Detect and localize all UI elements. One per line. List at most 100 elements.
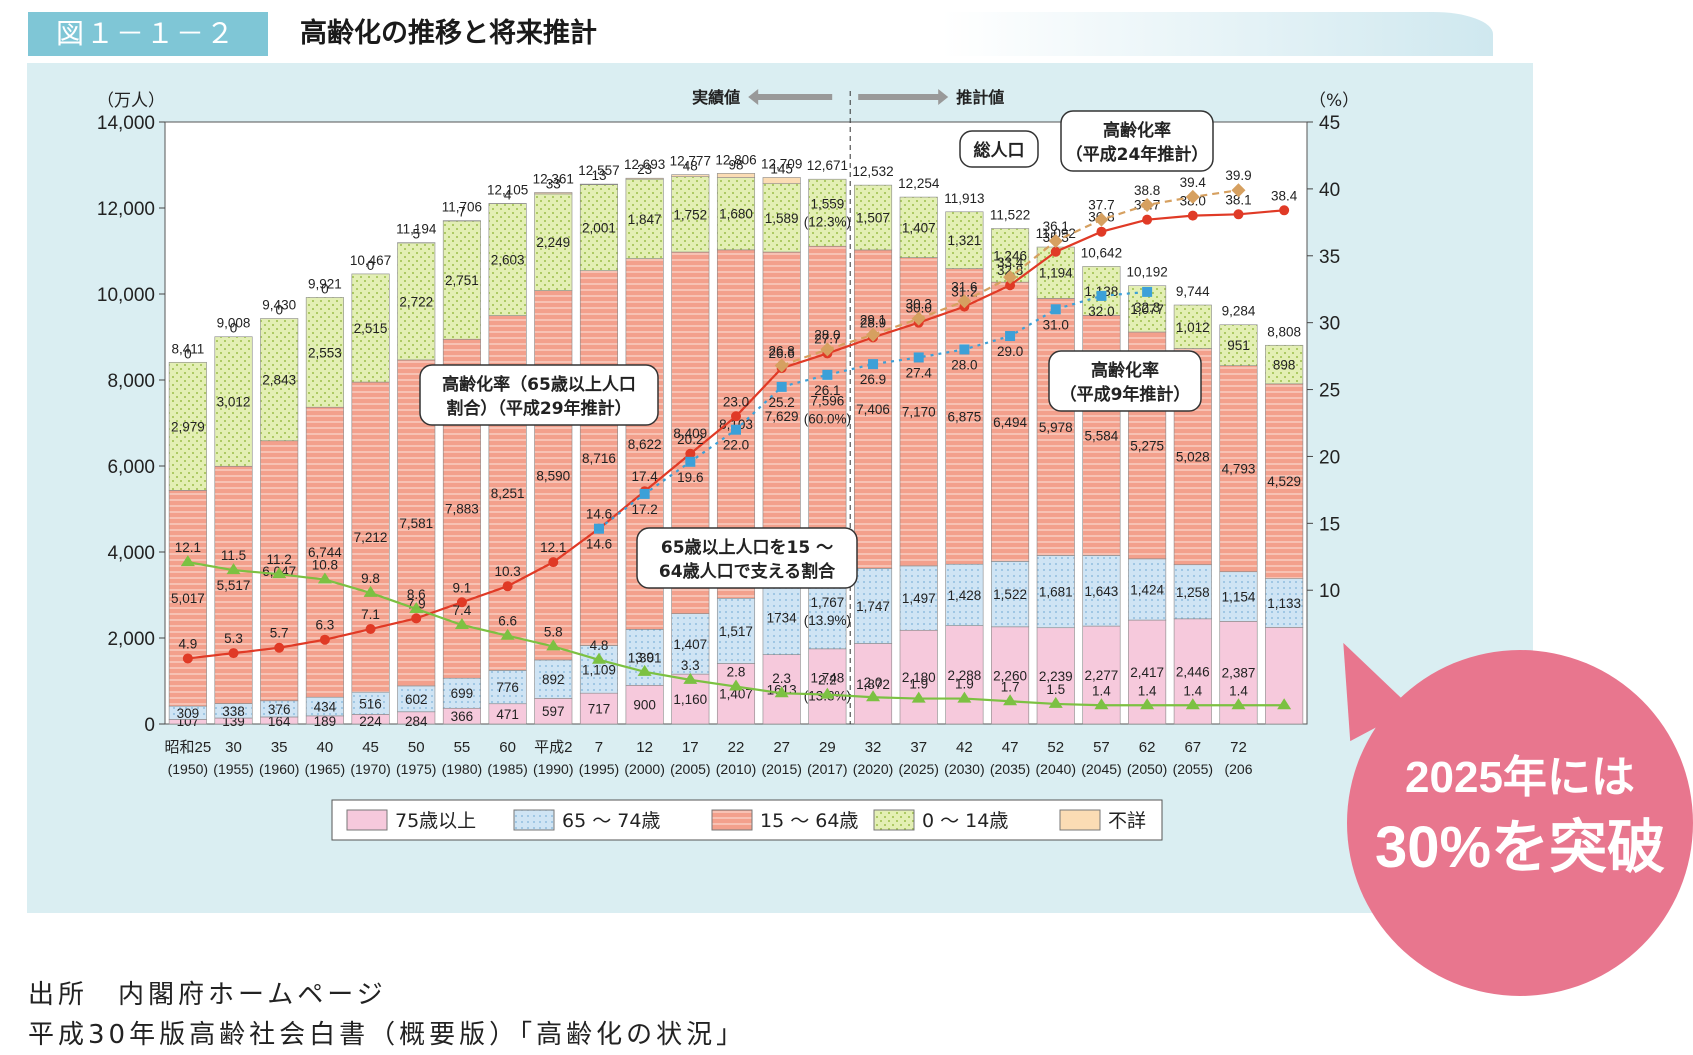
x-year-label: (2000) [624,761,664,777]
support-ratio-label: 1.4 [1092,683,1111,698]
population-chart: 0 2,000 4,000 6,000 8,000 10,000 12,000 14,000 1… [97,88,1359,841]
bar-65-74-label: 1,643 [1085,584,1119,599]
rate-1997-label: 26.9 [860,372,886,387]
bar-65-74 [716,597,756,664]
source-line-1: 出所 内閣府ホームページ [28,980,387,1010]
x-category-label: 50 [408,739,425,756]
rate-2017-point [274,642,285,653]
rate-2017-point [1187,210,1198,221]
bar-0-14-label: 1,847 [628,212,662,227]
bar-0-14-label: 1,012 [1176,320,1210,335]
rate-2012-label: 36.1 [1043,219,1069,234]
support-ratio-point [454,618,469,630]
rate-2017-point [502,581,513,592]
bar-0-14-label: (12.3%) [804,215,851,230]
bar-15-64-label: 5,978 [1039,420,1073,435]
legend-swatch [711,809,753,831]
rate-1997-label: 25.2 [769,395,795,410]
rate-1997-label: 31.0 [1043,317,1069,332]
support-ratio-point [317,572,332,584]
bar-75plus-label: 2,260 [993,668,1027,683]
bar-0-14-label: 1,752 [673,207,707,222]
rate-1997-bubble [1048,350,1202,412]
actual-label: 実績値 [692,88,740,107]
total-label: 12,693 [624,157,665,172]
rate-1997-label: 32.3 [1134,300,1160,315]
bar-unknown [579,183,618,185]
bar-15-64-label: 5,584 [1085,428,1119,443]
bar-0-14 [260,318,299,442]
bar-15-64-label: 7,596 [810,394,844,409]
bar-15-64-label: 7,170 [902,405,936,420]
bar-65-74-label: 376 [268,702,291,717]
bar-0-14 [1173,304,1212,349]
bar-15-64-label: 8,716 [582,451,616,466]
bar-75plus-label: 1,160 [673,692,707,707]
bar-0-14 [945,211,984,269]
x-category-label: 40 [317,739,334,756]
x-year-label: (2005) [670,761,710,777]
source-line-2: 平成30年版高齢社会白書（概要版）「高齢化の状況」 [28,1020,747,1050]
rate-1997-point [685,456,696,467]
left-tick-label: 8,000 [107,371,155,392]
bar-0-14 [305,297,344,408]
support-ratio-label: 1.4 [1138,683,1157,698]
support-ratio-point [774,686,789,698]
bar-0-14-label: 2,603 [491,253,525,268]
bar-unknown-label: 98 [728,157,743,172]
bar-15-64 [945,268,984,565]
rate-2017-label: 38.1 [1225,192,1251,207]
support-ratio-label: 2.2 [818,673,837,688]
rate-2017-point [1050,246,1061,257]
right-tick-label: 25 [1319,381,1340,402]
rate-2017-point [1279,205,1290,216]
rate-1997-line-2: （平成9年推計） [1060,384,1191,405]
left-axis-unit: （万人） [97,91,165,111]
rate-1997-point [959,344,970,355]
bar-75plus-label: 717 [588,702,611,717]
bar-unknown-label: 4 [504,187,512,202]
support-ratio-line-2: 64歳人口で支える割合 [659,561,836,582]
bar-15-64 [854,249,893,569]
bar-65-74 [945,563,984,626]
left-tick-label: 6,000 [107,457,155,478]
bar-0-14-label: 1,559 [810,197,844,212]
projection-arrow [858,89,949,105]
total-label: 11,522 [990,208,1030,223]
bar-15-64-label: 6,875 [948,409,982,424]
rate-2012-label: 29.1 [860,313,886,328]
total-label: 12,361 [533,171,574,186]
bar-15-64 [214,465,253,704]
bar-unknown-label: 7 [458,205,466,220]
bar-0-14-label: 898 [1273,358,1296,373]
right-tick-label: 35 [1319,247,1340,268]
rate-2017-label: 6.3 [315,618,334,633]
rate-2012-point [1048,234,1063,249]
total-label: 9,008 [217,316,251,331]
x-year-label: (2050) [1127,761,1167,777]
total-label: 8,411 [171,341,204,356]
support-ratio-point [1094,698,1109,710]
rate-2017-label: 26.6 [769,346,795,361]
title-strip [268,12,1493,56]
rate-1997-point [868,359,879,370]
rate-1997-label: 27.4 [906,365,933,380]
bar-75plus [899,629,938,725]
rate-2017-label: 20.2 [677,432,703,447]
bar-65-74-label: 1734 [767,610,798,625]
total-label: 9,921 [308,276,342,291]
x-category-label: 昭和25 [164,739,211,756]
right-tick-label: 10 [1319,581,1340,602]
total-label: 12,709 [761,156,802,171]
x-year-label: (1975) [396,761,436,777]
rate-1997-point [822,369,833,380]
bar-unknown-label: 0 [275,303,283,318]
total-label: 12,105 [487,182,528,197]
total-label: 12,557 [578,163,619,178]
bar-65-74-label: 1,154 [1222,590,1256,605]
total-label: 9,744 [1176,284,1210,299]
rate-2017-label: 31.2 [951,285,977,300]
rate-1997-point [1096,290,1107,301]
rate-2012-point [1094,212,1109,227]
bar-65-74 [899,565,938,631]
